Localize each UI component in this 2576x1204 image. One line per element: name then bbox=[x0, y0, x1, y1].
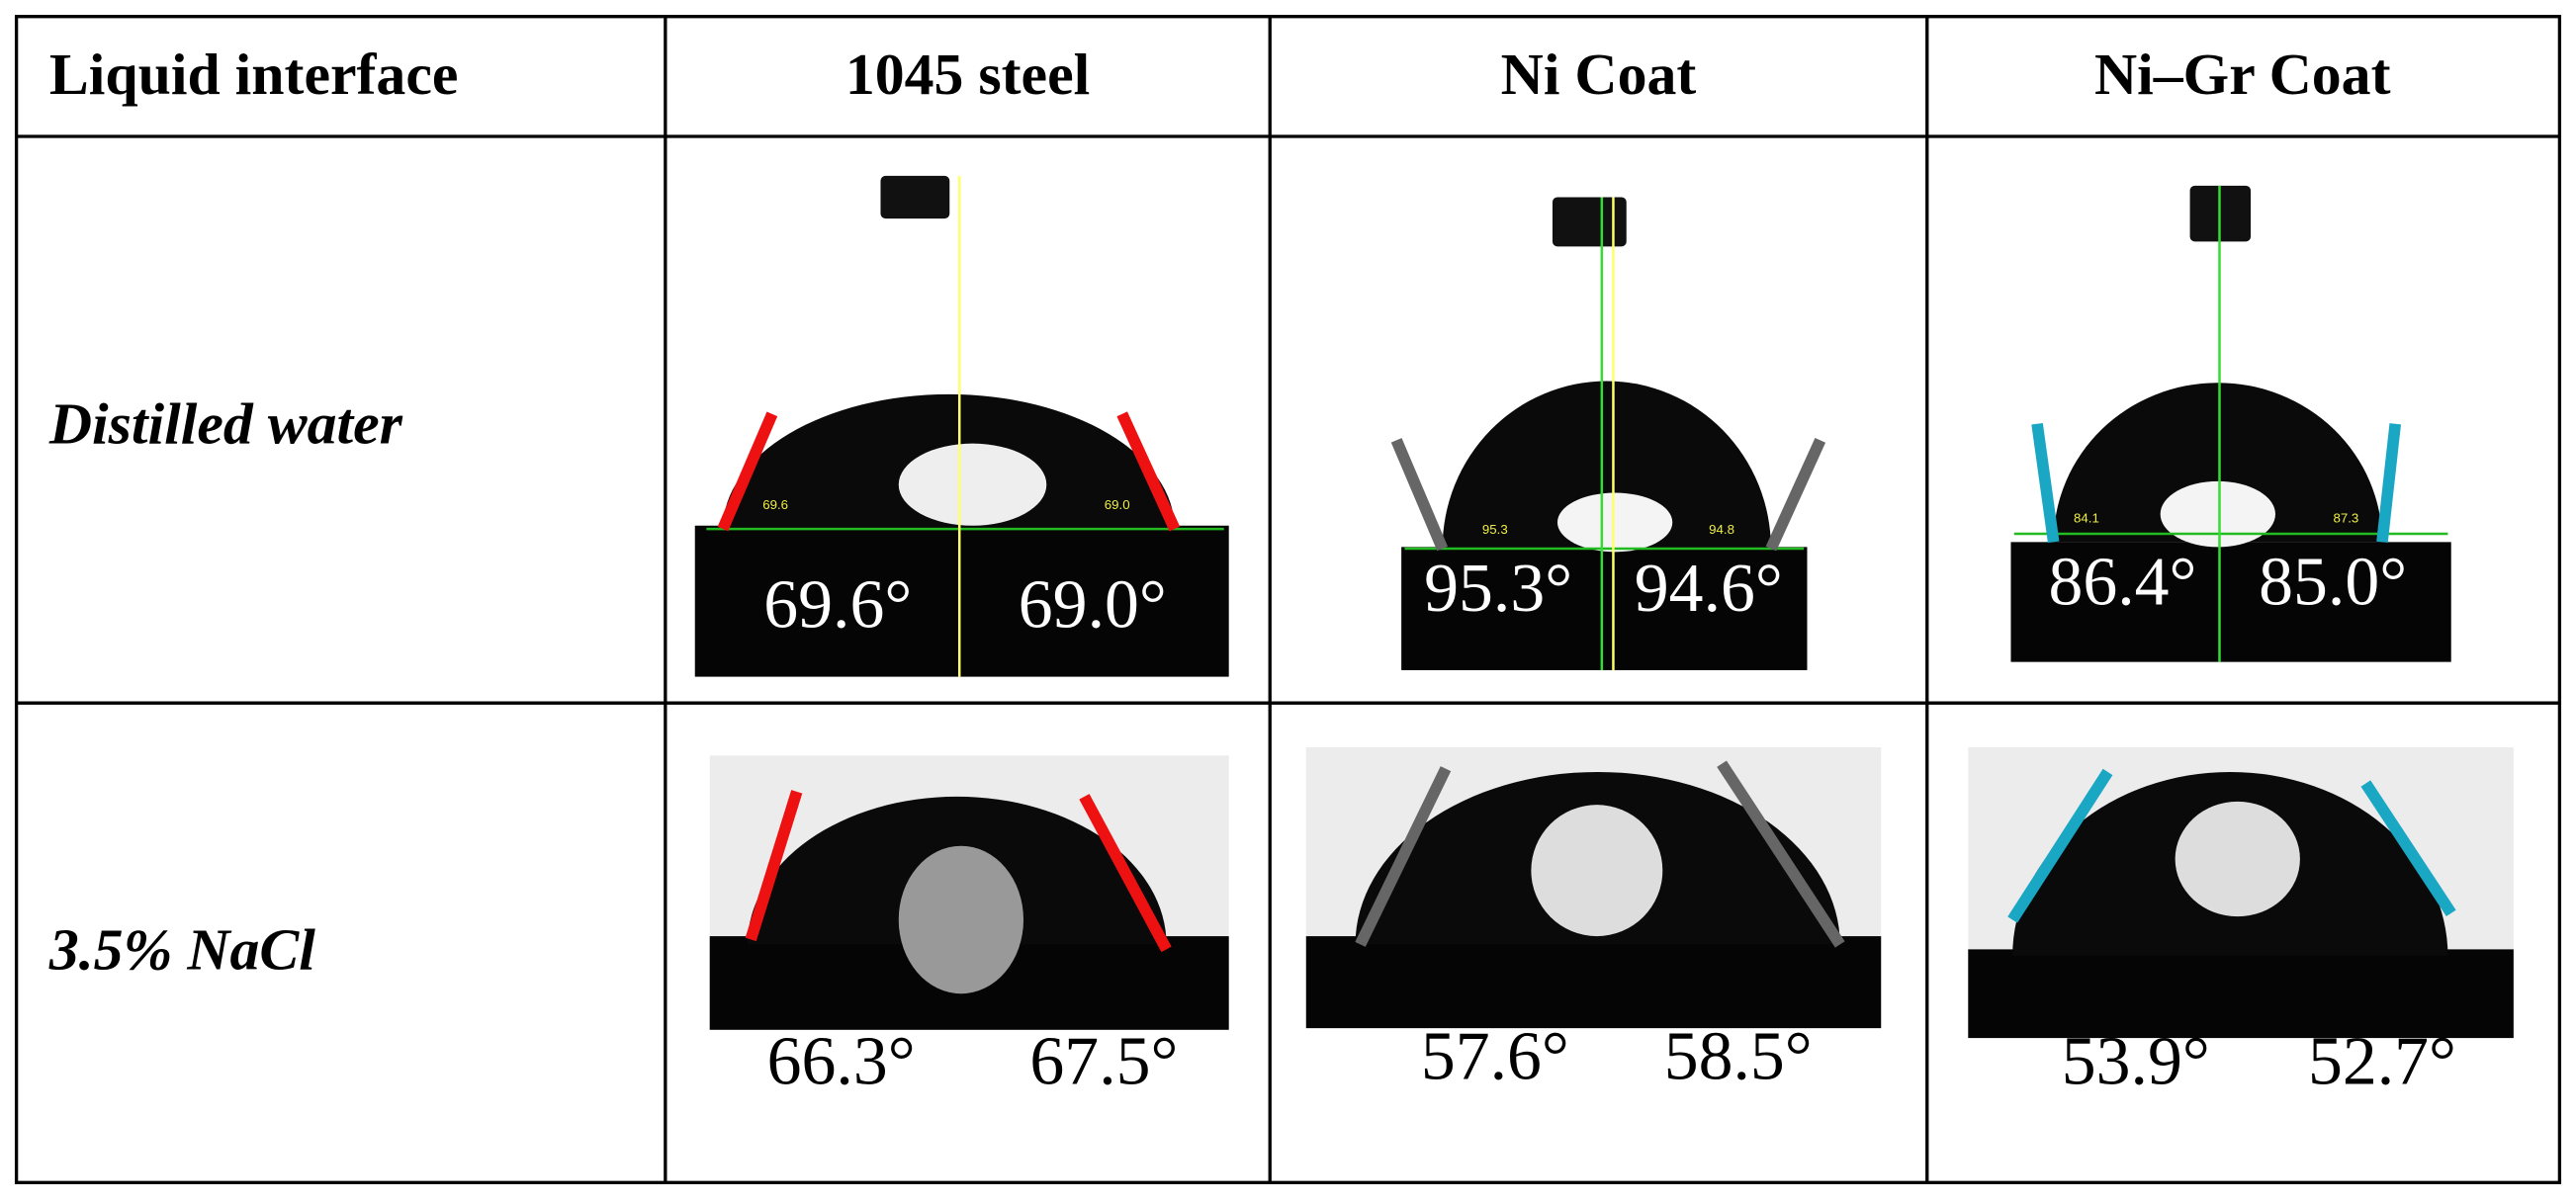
header-cell: Ni Coat bbox=[1501, 42, 1697, 107]
header-cell: 1045 steel bbox=[845, 42, 1090, 107]
table-grid bbox=[14, 15, 2562, 1184]
contact-angle: 53.9° bbox=[2062, 1024, 2210, 1100]
contact-angle: 69.6° bbox=[763, 567, 912, 644]
tangent-line bbox=[717, 411, 778, 532]
droplet-highlight bbox=[2175, 801, 2300, 917]
needle bbox=[880, 175, 950, 219]
angle-readout: 95.3 bbox=[1482, 522, 1508, 537]
header-cell: Liquid interface bbox=[49, 42, 459, 107]
tangent-line bbox=[1079, 794, 1172, 953]
substrate bbox=[1401, 547, 1808, 670]
header-cell: Ni–Gr Coat bbox=[2094, 42, 2391, 107]
angle-readout: 94.8 bbox=[1709, 522, 1734, 537]
droplet-highlight bbox=[2160, 480, 2275, 548]
content: Liquid interface 1045 steel Ni Coat Ni–Gr C… bbox=[48, 42, 2514, 1100]
droplet bbox=[1442, 381, 1771, 550]
substrate bbox=[694, 525, 1229, 677]
contact-angle: 67.5° bbox=[1029, 1024, 1178, 1100]
tangent-line bbox=[2007, 768, 2113, 923]
row-label: Distilled water bbox=[48, 391, 403, 457]
substrate bbox=[2010, 542, 2451, 662]
contact-angle: 95.3° bbox=[1424, 551, 1572, 627]
contact-angle: 58.5° bbox=[1664, 1019, 1813, 1095]
tangent-line bbox=[2360, 780, 2456, 917]
substrate bbox=[1968, 949, 2514, 1039]
droplet-highlight bbox=[1531, 805, 1663, 937]
row-label: 3.5% NaCl bbox=[48, 916, 315, 982]
tangent-line bbox=[2376, 423, 2402, 544]
tangent-line bbox=[2031, 422, 2060, 544]
tangent-line bbox=[1765, 437, 1826, 552]
angle-readout: 87.3 bbox=[2333, 510, 2358, 525]
tangent-line bbox=[1717, 760, 1845, 948]
tangent-line bbox=[745, 790, 803, 942]
contact-angle: 66.3° bbox=[767, 1024, 916, 1100]
droplet bbox=[2053, 383, 2382, 543]
tangent-line bbox=[1116, 411, 1181, 532]
droplet-highlight bbox=[898, 845, 1024, 994]
contact-angle: 52.7° bbox=[2308, 1024, 2456, 1100]
droplet-highlight bbox=[1556, 492, 1673, 553]
contact-angle: 85.0° bbox=[2259, 544, 2407, 620]
contact-angle: 94.6° bbox=[1635, 551, 1783, 627]
contact-angle: 69.0° bbox=[1019, 567, 1167, 644]
needle bbox=[1552, 197, 1627, 247]
droplet-highlight bbox=[898, 443, 1047, 526]
tangent-line bbox=[1355, 766, 1452, 947]
tangent-line bbox=[1390, 438, 1449, 552]
angle-readout: 84.1 bbox=[2074, 510, 2099, 525]
angle-readout: 69.0 bbox=[1105, 497, 1130, 512]
contact-angle: 86.4° bbox=[2048, 544, 2196, 620]
contact-angle: 57.6° bbox=[1421, 1019, 1569, 1095]
angle-readout: 69.6 bbox=[762, 497, 788, 512]
substrate bbox=[1305, 936, 1882, 1029]
